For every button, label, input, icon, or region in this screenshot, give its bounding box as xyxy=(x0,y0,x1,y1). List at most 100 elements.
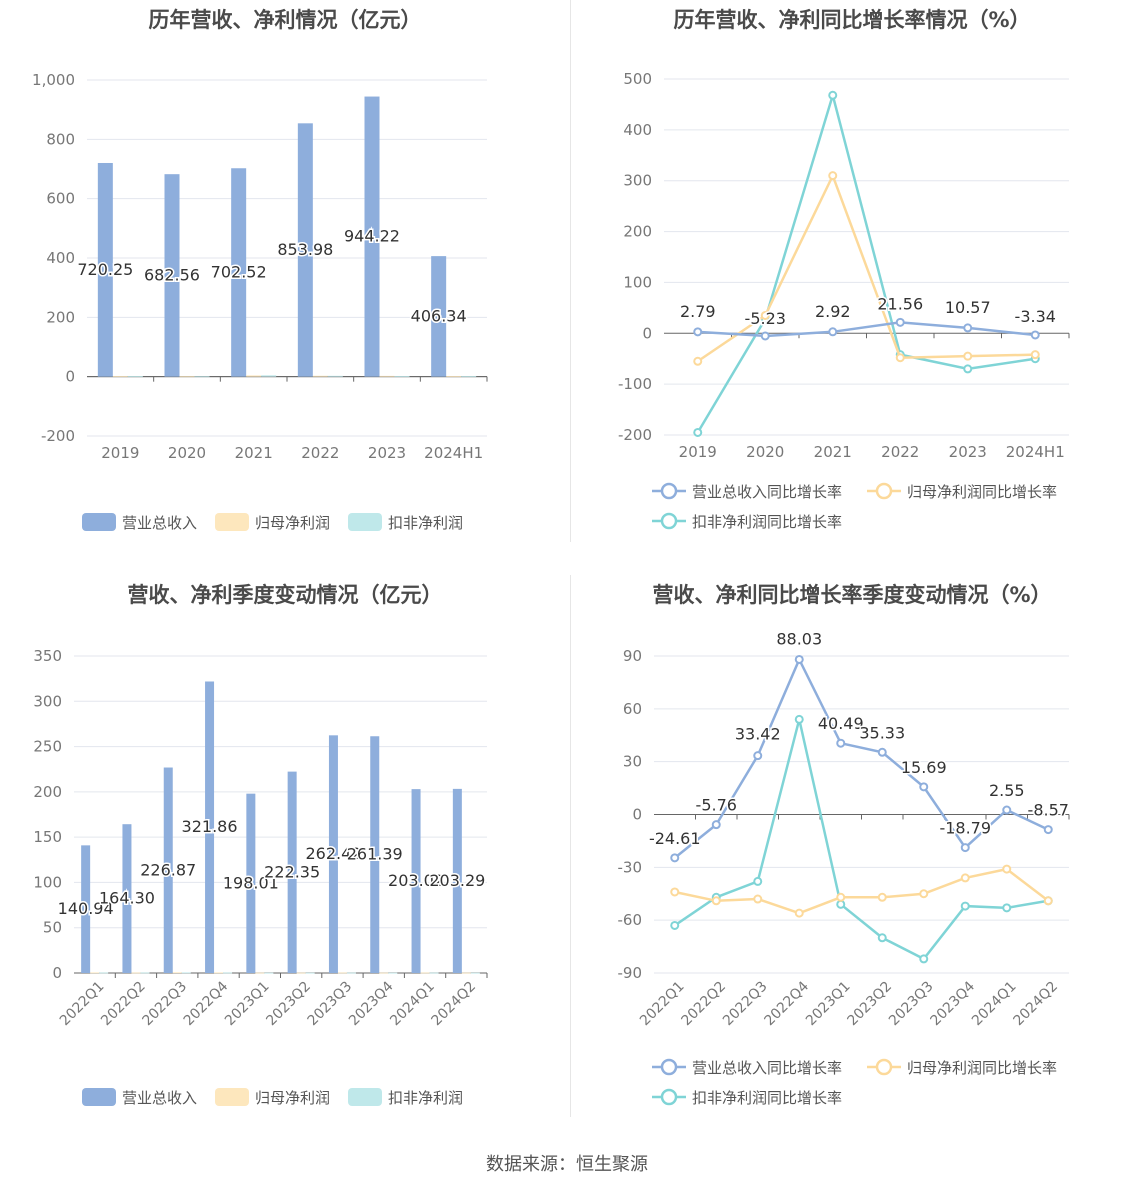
bar xyxy=(328,735,338,973)
data-point xyxy=(760,331,770,341)
y-tick-label: 400 xyxy=(46,249,75,267)
line-data-label: 10.57 xyxy=(945,298,991,317)
data-point xyxy=(836,738,846,748)
data-point xyxy=(753,876,763,886)
bar xyxy=(429,972,439,974)
line-data-label: 2.92 xyxy=(815,302,851,321)
line-data-label: -24.61 xyxy=(649,829,701,848)
legend-swatch xyxy=(215,513,249,531)
bar xyxy=(127,376,143,377)
x-tick-label: 2023Q3 xyxy=(886,979,937,1030)
bar xyxy=(194,376,210,378)
x-tick-label: 2024H1 xyxy=(1006,443,1065,461)
bar xyxy=(346,972,356,974)
legend-label: 扣非净利润 xyxy=(388,514,463,532)
series-line xyxy=(673,656,1049,859)
x-tick-label: 2023Q1 xyxy=(803,979,854,1030)
x-tick-label: 2021 xyxy=(814,443,852,461)
legend-label: 归母净利润同比增长率 xyxy=(907,1059,1057,1077)
legend-swatch xyxy=(348,1088,382,1106)
data-point xyxy=(760,310,770,320)
x-tick-label: 2019 xyxy=(101,444,139,462)
data-point xyxy=(1002,805,1012,815)
chart-title: 历年营收、净利同比增长率情况（%） xyxy=(673,8,1031,32)
y-tick-label: 300 xyxy=(623,172,652,190)
x-tick-label: 2022Q3 xyxy=(139,979,190,1030)
data-point xyxy=(828,171,838,181)
line-data-label: 2.79 xyxy=(680,302,716,321)
legend-marker xyxy=(875,482,893,500)
y-tick-label: 200 xyxy=(623,223,652,241)
x-tick-label: 2022Q1 xyxy=(637,979,688,1030)
bar xyxy=(255,972,265,974)
bar xyxy=(388,972,398,974)
legend-label: 归母净利润同比增长率 xyxy=(907,483,1057,501)
x-tick-label: 2022Q4 xyxy=(761,978,812,1029)
chart-title: 历年营收、净利情况（亿元） xyxy=(148,8,422,32)
x-tick-label: 2023Q2 xyxy=(263,979,314,1030)
bar xyxy=(205,681,215,973)
bar xyxy=(452,788,462,973)
chart-title: 营收、净利同比增长率季度变动情况（%） xyxy=(652,583,1052,607)
line-data-label: -8.57 xyxy=(1028,801,1069,820)
chart-quarterly-growth-line: -90 -60 -30 0 30 60 90 2022Q12022Q22022Q32022Q4… xyxy=(618,628,1071,1107)
x-tick-label: 2024Q1 xyxy=(387,979,438,1030)
bar-data-label: 853.98 xyxy=(277,240,333,259)
bar-data-label: 164.30 xyxy=(99,889,155,908)
y-tick-label: 500 xyxy=(623,70,652,88)
bar xyxy=(246,375,262,377)
data-point xyxy=(1030,350,1040,360)
x-tick-label: 2022 xyxy=(881,443,919,461)
data-point xyxy=(895,317,905,327)
y-tick-label: 250 xyxy=(33,738,62,756)
y-tick-label: -90 xyxy=(618,964,643,982)
bar xyxy=(431,256,447,377)
x-tick-label: 2023Q4 xyxy=(346,978,397,1029)
y-tick-label: -100 xyxy=(618,375,652,393)
bar xyxy=(81,845,91,973)
x-tick-label: 2023Q1 xyxy=(222,979,273,1030)
legend-label: 营业总收入 xyxy=(122,514,197,532)
bar xyxy=(99,972,109,974)
x-tick-label: 2023Q3 xyxy=(305,979,356,1030)
line-data-label: 40.49 xyxy=(818,714,864,733)
y-tick-label: -60 xyxy=(618,911,643,929)
data-point xyxy=(1030,330,1040,340)
bar xyxy=(446,376,462,377)
data-point xyxy=(836,899,846,909)
x-tick-label: 2024Q1 xyxy=(969,979,1020,1030)
y-tick-label: 350 xyxy=(33,647,62,665)
legend-swatch xyxy=(348,513,382,531)
bar xyxy=(164,174,180,377)
data-point xyxy=(877,933,887,943)
legend-marker xyxy=(660,482,678,500)
x-tick-label: 2024Q2 xyxy=(1010,979,1061,1030)
bar xyxy=(223,972,233,974)
legend-marker xyxy=(660,1058,678,1076)
bar-data-label: 140.94 xyxy=(58,899,114,918)
data-point xyxy=(670,887,680,897)
x-tick-label: 2023Q4 xyxy=(927,978,978,1029)
bar xyxy=(470,972,480,974)
data-point xyxy=(753,751,763,761)
line-data-label: 15.69 xyxy=(901,758,947,777)
data-point xyxy=(960,873,970,883)
bar-data-label: 203.02 xyxy=(388,871,444,890)
y-tick-label: -200 xyxy=(618,426,652,444)
bar xyxy=(287,771,297,973)
bar xyxy=(337,972,347,974)
bar xyxy=(411,789,421,973)
vertical-divider-top xyxy=(570,0,571,542)
x-tick-label: 2022Q4 xyxy=(181,978,232,1029)
bar xyxy=(90,972,100,974)
y-tick-label: 100 xyxy=(623,273,652,291)
y-tick-label: 300 xyxy=(33,692,62,710)
bar xyxy=(261,375,277,377)
bar xyxy=(264,972,274,974)
bar xyxy=(179,376,195,378)
data-point xyxy=(828,90,838,100)
bar xyxy=(420,972,430,974)
legend-marker xyxy=(660,512,678,530)
vertical-divider-bottom xyxy=(570,575,571,1117)
line-data-label: -5.23 xyxy=(745,309,786,328)
